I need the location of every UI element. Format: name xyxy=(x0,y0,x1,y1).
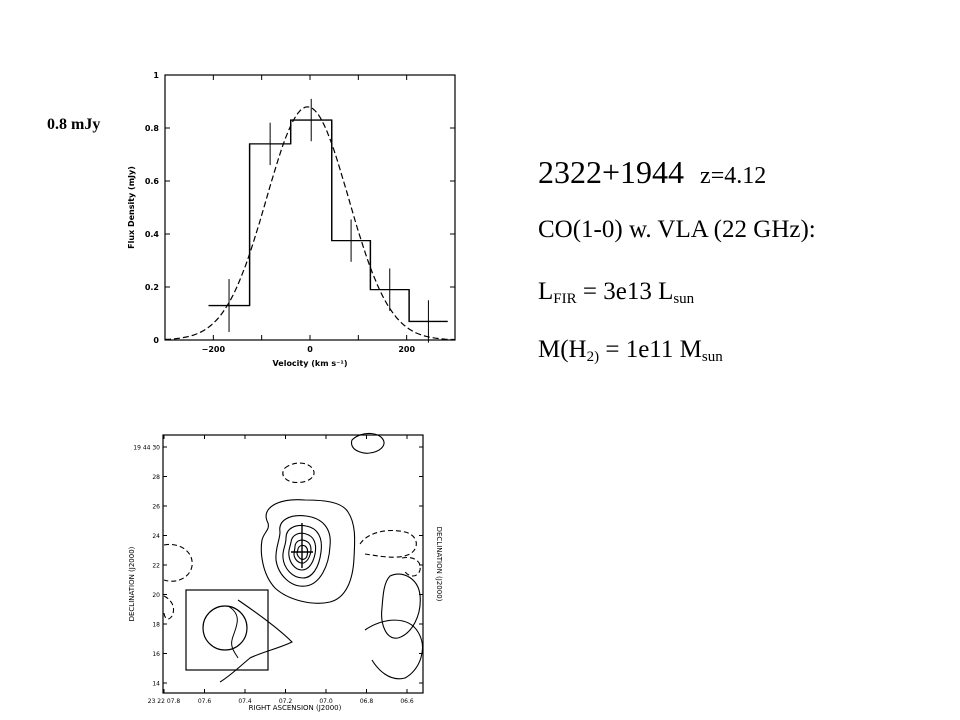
contour-lines xyxy=(219,499,423,683)
fir-luminosity: LFIR = 3e13 Lsun xyxy=(538,278,695,307)
ra-tick-label: 07.2 xyxy=(279,698,293,705)
dec-tick-label: 16 xyxy=(152,651,160,658)
contour-level-6 xyxy=(296,544,309,560)
ra-tick-label: 07.6 xyxy=(198,698,212,705)
beam-box xyxy=(185,589,269,671)
co-contour-map: 19 44 30 28 26 24 22 20 18 16 14 23 22 07.8 07.6 07… xyxy=(128,432,443,712)
dec-tick-label: 24 xyxy=(152,533,160,540)
co-line-description: CO(1-0) w. VLA (22 GHz): xyxy=(538,216,816,243)
negative-contour-left xyxy=(163,543,193,582)
mh2-symbol: M(H xyxy=(538,336,587,363)
y-tick-label: 1 xyxy=(153,71,159,80)
dec-tick-label: 19 44 30 xyxy=(133,445,160,452)
x-tick-label: −200 xyxy=(202,345,226,354)
source-position-cross xyxy=(291,523,313,568)
source-name: 2322+1944 xyxy=(538,154,685,190)
negative-contour-right xyxy=(359,529,417,558)
ra-tick-label: 07.0 xyxy=(319,698,333,705)
ra-tick-label: 07.4 xyxy=(238,698,252,705)
contour-ylabel: DECLINATION (J2000) xyxy=(128,546,136,621)
contour-level-2 xyxy=(275,515,331,587)
ra-tick-label: 06.8 xyxy=(360,698,374,705)
redshift-label: z=4.12 xyxy=(700,163,767,189)
ra-tick-label: 06.6 xyxy=(400,698,414,705)
y-tick-label: 0.8 xyxy=(145,124,160,133)
dec-tick-label: 14 xyxy=(152,681,160,688)
mh2-unit-subscript: sun xyxy=(701,349,723,365)
dec-tick-label: 22 xyxy=(152,563,160,570)
lfir-value: = 3e13 L xyxy=(576,278,674,305)
ra-tick-label: 23 22 07.8 xyxy=(148,698,181,705)
co-spectrum-chart: 0 0.2 0.4 0.6 0.8 1 −200 0 200 Velocity (km s⁻¹) F… xyxy=(127,71,456,368)
contour-outer-lobe-right xyxy=(364,619,423,680)
plot-frame xyxy=(164,74,456,341)
peak-flux-annotation: 0.8 mJy xyxy=(47,116,101,133)
contour-beam-tail xyxy=(219,599,293,683)
y-tick-label: 0.2 xyxy=(145,283,159,292)
contour-top-right-lobe xyxy=(350,432,385,454)
source-title: 2322+1944 z=4.12 xyxy=(538,154,766,191)
negative-contour-top xyxy=(282,462,315,484)
lfir-subscript: FIR xyxy=(553,291,577,307)
beam-inner-curve xyxy=(227,605,239,659)
contour-level-3 xyxy=(282,524,322,579)
negative-contours xyxy=(163,462,421,620)
contour-right-lobe xyxy=(381,573,421,639)
y-tick-label: 0.4 xyxy=(145,230,160,239)
x-tick-label: 0 xyxy=(307,345,313,354)
contour-level-4 xyxy=(288,532,317,571)
negative-contour-right-small xyxy=(401,556,421,577)
x-axis-label: Velocity (km s⁻¹) xyxy=(273,359,348,368)
dec-tick-label: 18 xyxy=(152,622,160,629)
lfir-unit-subscript: sun xyxy=(673,291,695,307)
contour-ylabel-right: DECLINATION (J2000) xyxy=(435,527,443,602)
spectrum-histogram xyxy=(208,119,448,323)
contour-map-frame xyxy=(162,434,424,694)
dec-tick-label: 28 xyxy=(152,474,160,481)
negative-contour-left-lower xyxy=(163,595,175,620)
positive-contours-extra xyxy=(350,432,421,639)
gas-mass: M(H2) = 1e11 Msun xyxy=(538,336,723,365)
gaussian-fit-curve xyxy=(164,106,456,341)
contour-xlabel: RIGHT ASCENSION (J2000) xyxy=(249,704,342,712)
dec-tick-label: 20 xyxy=(152,592,160,599)
dec-tick-label: 26 xyxy=(152,504,160,511)
contour-level-1 xyxy=(260,499,356,604)
y-axis-label: Flux Density (mJy) xyxy=(127,166,136,249)
mh2-value: = 1e11 M xyxy=(599,336,702,363)
beam-ellipse xyxy=(202,605,248,651)
mh2-subscript: 2) xyxy=(586,349,600,365)
contour-level-5 xyxy=(293,539,312,564)
y-tick-label: 0 xyxy=(153,336,159,345)
x-tick-label: 200 xyxy=(398,345,415,354)
y-tick-label: 0.6 xyxy=(145,177,160,186)
contour-map-ticks: 19 44 30 28 26 24 22 20 18 16 14 23 22 07.8 07.6 07… xyxy=(133,435,423,705)
lfir-symbol: L xyxy=(538,278,554,305)
